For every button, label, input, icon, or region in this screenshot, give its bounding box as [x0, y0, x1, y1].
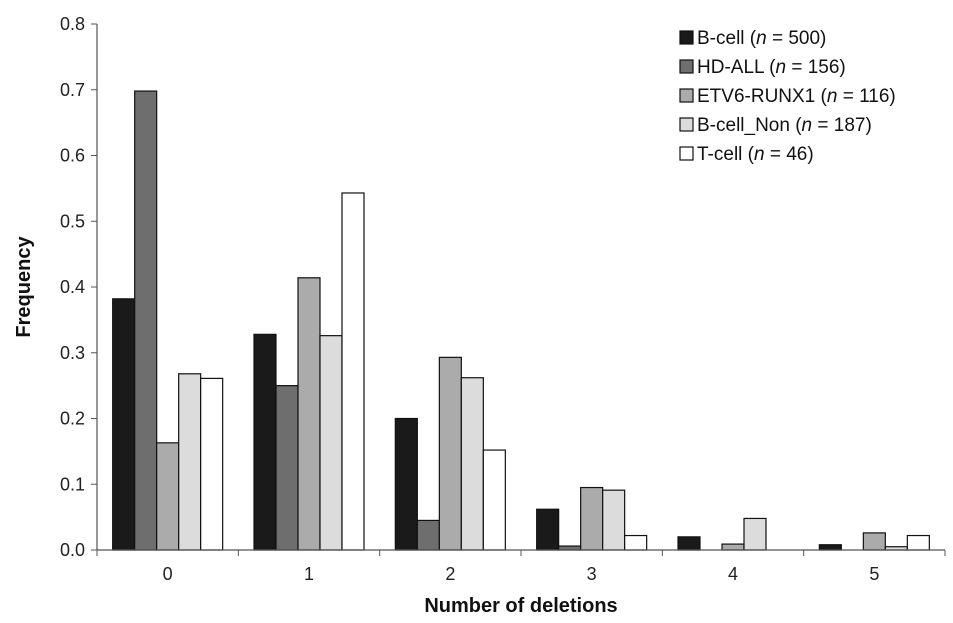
bar-etv6-runx1-4 [721, 543, 745, 551]
legend-swatch [679, 30, 694, 45]
y-tick-label: 0.5 [60, 211, 85, 231]
y-axis-title: Frequency [13, 236, 35, 338]
x-tick-label: 3 [587, 564, 597, 584]
y-tick-label: 0.8 [60, 14, 85, 34]
bar-t-cell-2 [482, 449, 506, 551]
legend-entry: HD-ALL (n = 156) [697, 57, 846, 78]
bar-b-cell-3 [536, 508, 560, 551]
y-tick-label: 0.4 [60, 277, 85, 297]
x-axis-ticks: 0 1 2 3 4 5 [96, 550, 946, 584]
y-tick-label: 0.7 [60, 80, 85, 100]
bar-b-cell-1 [253, 333, 277, 551]
x-tick-label: 5 [869, 564, 879, 584]
legend-entry: B-cell_Non (n = 187) [697, 115, 872, 136]
legend-entry: B-cell (n = 500) [697, 28, 826, 49]
legend-entry: T-cell (n = 46) [697, 144, 814, 165]
x-tick-label: 1 [304, 564, 314, 584]
bar-b-cell-5 [818, 544, 842, 551]
y-tick-label: 0.0 [60, 540, 85, 560]
x-axis-title: Number of deletions [424, 595, 617, 617]
bar-etv6-runx1-2 [438, 356, 462, 551]
bar-etv6-runx1-0 [156, 442, 180, 551]
legend-swatch [679, 146, 694, 161]
bar-t-cell-1 [341, 192, 365, 551]
bar-t-cell-3 [624, 534, 648, 551]
bar-etv6-runx1-1 [297, 277, 321, 551]
y-tick-label: 0.6 [60, 146, 85, 166]
y-tick-label: 0.2 [60, 409, 85, 429]
bar-b-cell-non-3 [602, 489, 626, 551]
legend-swatch [679, 88, 694, 103]
bar-b-cell-non-4 [743, 517, 767, 551]
bar-b-cell-non-0 [178, 373, 202, 551]
x-tick-label: 0 [163, 564, 173, 584]
bar-t-cell-0 [200, 377, 224, 551]
bar-etv6-runx1-5 [862, 532, 886, 551]
bar-b-cell-4 [677, 536, 701, 551]
legend-entry: ETV6-RUNX1 (n = 116) [697, 86, 896, 107]
bar-etv6-runx1-3 [580, 486, 604, 551]
bar-t-cell-5 [906, 534, 930, 551]
bar-hd-all-2 [416, 519, 440, 551]
bar-hd-all-1 [275, 385, 299, 551]
y-tick-label: 0.1 [60, 474, 85, 494]
legend-swatch [679, 117, 694, 132]
x-tick-label: 4 [728, 564, 738, 584]
legend: B-cell (n = 500) HD-ALL (n = 156) ETV6-RUN… [679, 28, 896, 165]
bar-b-cell-2 [394, 417, 418, 551]
y-axis-ticks: 0.0 0.1 0.2 0.3 0.4 0.5 0.6 0.7 0.8 [60, 14, 97, 560]
bars [112, 90, 930, 551]
x-tick-label: 2 [445, 564, 455, 584]
bar-b-cell-non-1 [319, 335, 343, 551]
y-tick-label: 0.3 [60, 343, 85, 363]
bar-b-cell-0 [112, 298, 136, 551]
bar-hd-all-0 [134, 90, 158, 551]
bar-b-cell-non-2 [460, 377, 484, 551]
legend-swatch [679, 59, 694, 74]
